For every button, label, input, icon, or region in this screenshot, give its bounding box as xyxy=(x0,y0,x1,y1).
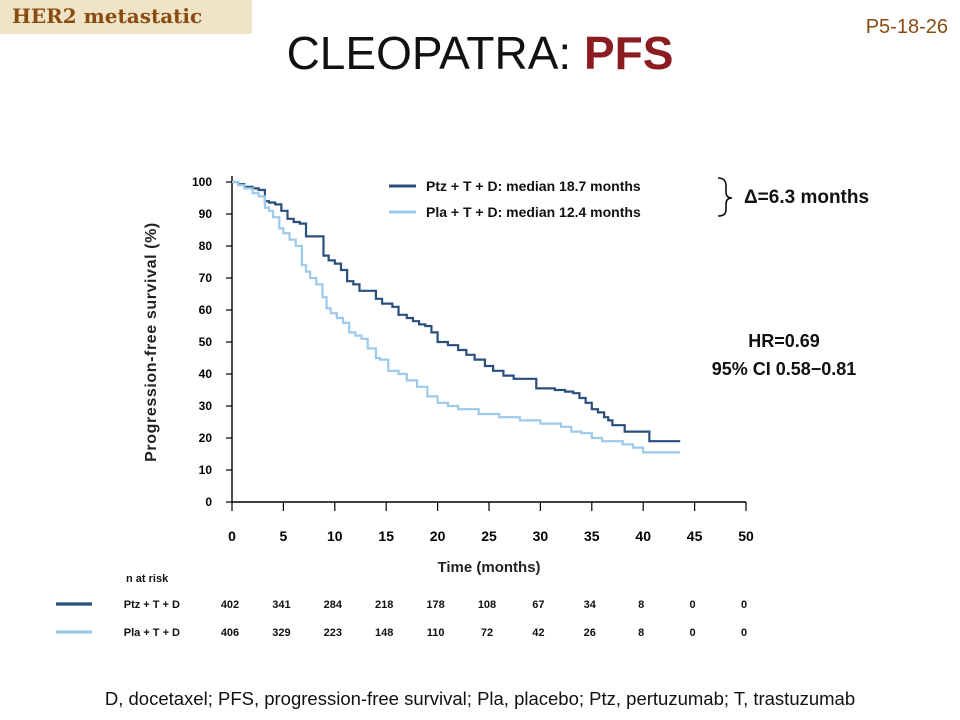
poster-code: P5-18-26 xyxy=(865,16,948,38)
x-tick-label: 0 xyxy=(228,528,236,544)
legend-brace xyxy=(717,177,733,217)
title-accent: PFS xyxy=(583,27,674,79)
risk-value: 406 xyxy=(221,627,239,639)
x-tick-label: 30 xyxy=(533,528,549,544)
x-tick-label: 25 xyxy=(481,528,497,544)
x-tick-label: 5 xyxy=(280,528,288,544)
legend-label: Pla + T + D: median 12.4 months xyxy=(426,204,641,220)
title-main: CLEOPATRA: xyxy=(286,27,584,79)
y-tick-label: 20 xyxy=(199,431,213,445)
legend: Ptz + T + D: median 18.7 months Pla + T +… xyxy=(389,177,733,220)
risk-row-label: Ptz + T + D xyxy=(124,599,180,611)
y-tick-label: 50 xyxy=(199,335,213,349)
x-tick-label: 40 xyxy=(635,528,651,544)
topic-tag: HER2 metastatic xyxy=(0,0,252,34)
risk-value: 341 xyxy=(272,599,290,611)
risk-value: 148 xyxy=(375,627,393,639)
y-axis-label: Progression-free survival (%) xyxy=(143,222,160,462)
y-tick-label: 30 xyxy=(199,399,213,413)
y-axis: 0 10 20 30 40 50 60 70 80 90 100 Progression-free s… xyxy=(143,175,233,509)
delta-annotation: Δ=6.3 months xyxy=(744,187,869,208)
y-tick-label: 40 xyxy=(199,367,213,381)
risk-value: 329 xyxy=(272,627,290,639)
risk-value: 72 xyxy=(481,627,493,639)
risk-value: 67 xyxy=(532,599,544,611)
x-axis: 0 5 10 15 20 25 30 35 40 45 50 Time (months) xyxy=(228,501,754,576)
risk-value: 178 xyxy=(426,599,444,611)
y-tick-label: 90 xyxy=(199,207,213,221)
hr-annotation: HR=0.69 xyxy=(748,331,820,351)
page-title: CLEOPATRA: PFS xyxy=(0,26,960,80)
risk-value: 402 xyxy=(221,599,239,611)
risk-table: n at risk Ptz + T + D 402 341 284 218 178 108 67… xyxy=(56,573,747,639)
risk-value: 34 xyxy=(584,599,597,611)
risk-value: 42 xyxy=(532,627,544,639)
y-tick-label: 60 xyxy=(199,303,213,317)
x-tick-label: 50 xyxy=(738,528,754,544)
ci-annotation: 95% CI 0.58−0.81 xyxy=(712,359,857,379)
x-axis-label: Time (months) xyxy=(437,559,540,576)
risk-value: 110 xyxy=(427,627,445,639)
risk-value: 0 xyxy=(741,599,747,611)
ptz-curve xyxy=(232,180,681,443)
risk-value: 108 xyxy=(478,599,496,611)
risk-row-label: Pla + T + D xyxy=(124,627,180,639)
risk-value: 0 xyxy=(690,599,696,611)
risk-value: 284 xyxy=(324,599,343,611)
risk-value: 218 xyxy=(375,599,393,611)
legend-label: Ptz + T + D: median 18.7 months xyxy=(426,178,641,194)
x-tick-label: 35 xyxy=(584,528,600,544)
x-tick-label: 10 xyxy=(327,528,343,544)
y-tick-label: 70 xyxy=(199,271,213,285)
pla-curve xyxy=(232,180,681,454)
risk-value: 223 xyxy=(324,627,342,639)
risk-value: 0 xyxy=(690,627,696,639)
risk-value: 8 xyxy=(638,627,644,639)
risk-value: 0 xyxy=(741,627,747,639)
survival-curves xyxy=(232,180,681,454)
y-tick-label: 10 xyxy=(199,463,213,477)
y-tick-label: 100 xyxy=(192,175,212,189)
risk-value: 26 xyxy=(584,627,596,639)
risk-value: 8 xyxy=(638,599,644,611)
y-tick-label: 80 xyxy=(199,239,213,253)
y-tick-label: 0 xyxy=(205,495,212,509)
x-tick-label: 20 xyxy=(430,528,446,544)
risk-table-title: n at risk xyxy=(126,573,169,585)
annotations: Δ=6.3 months HR=0.69 95% CI 0.58−0.81 xyxy=(712,187,869,379)
x-tick-label: 45 xyxy=(687,528,703,544)
footnote: D, docetaxel; PFS, progression-free surv… xyxy=(104,688,856,709)
x-tick-label: 15 xyxy=(378,528,394,544)
